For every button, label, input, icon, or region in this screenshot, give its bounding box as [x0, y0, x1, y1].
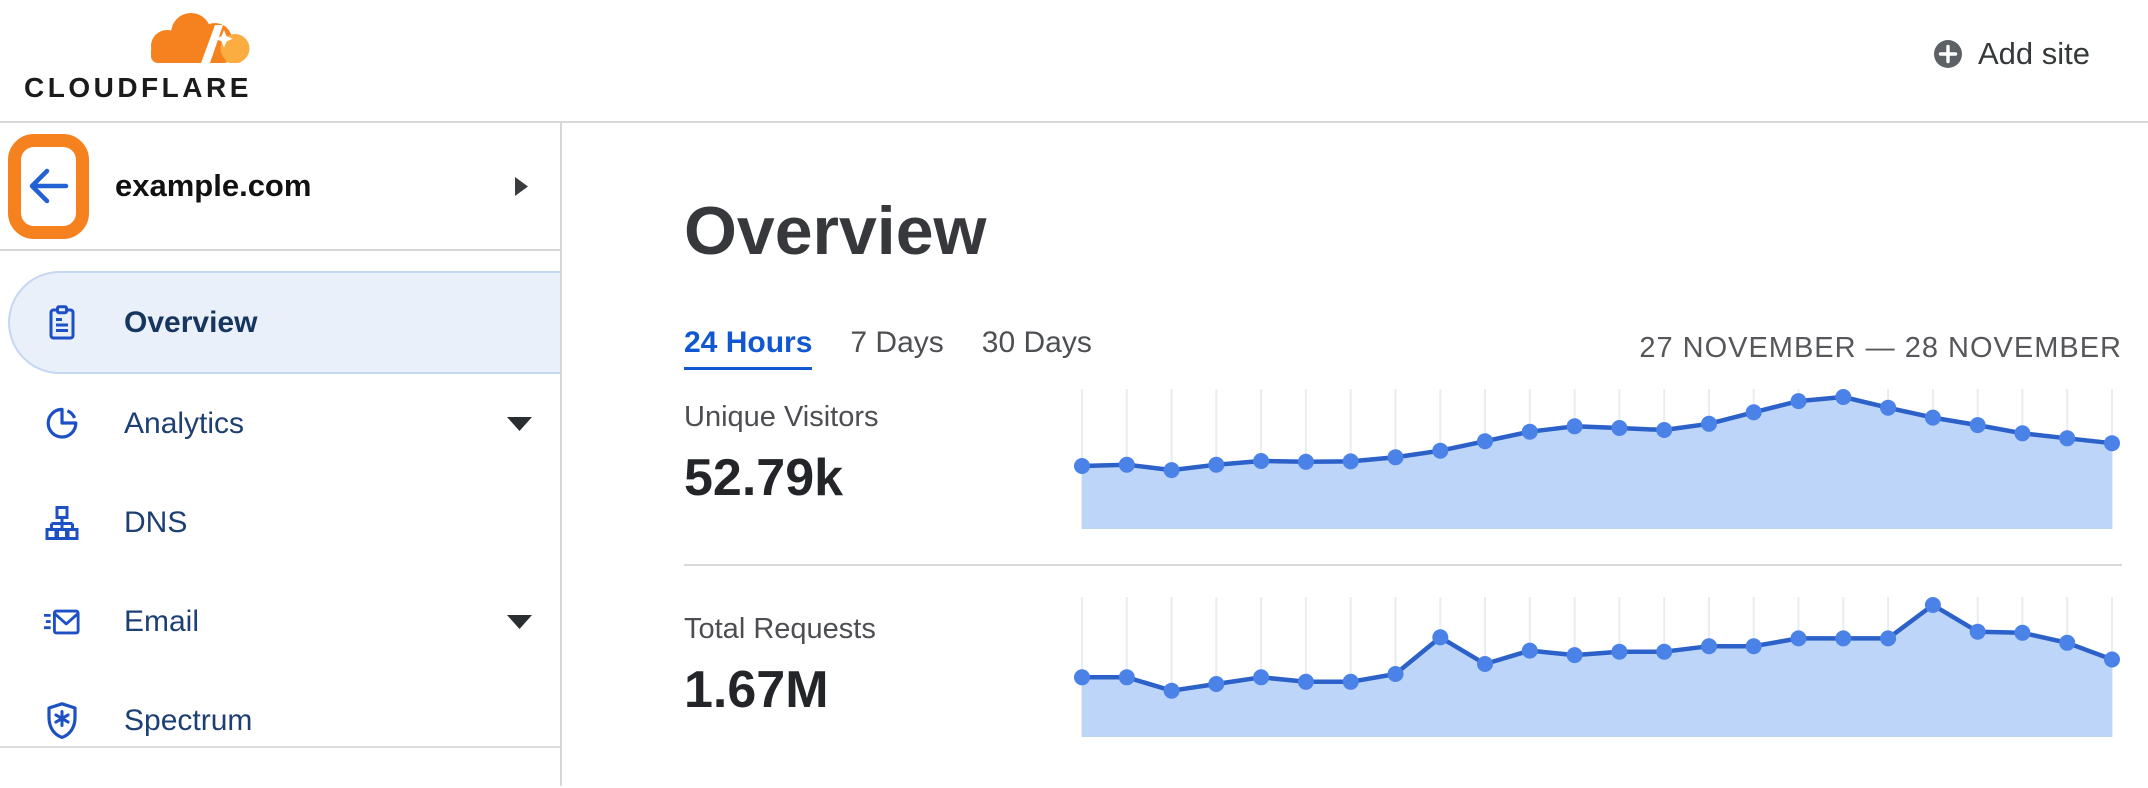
- unique-visitors-row: Unique Visitors 52.79k: [684, 389, 2122, 529]
- site-name: example.com: [115, 168, 312, 203]
- total-requests-info: Total Requests 1.67M: [684, 597, 1072, 720]
- metric-label: Total Requests: [684, 613, 876, 645]
- chevron-down-icon: [507, 614, 532, 629]
- add-site-label: Add site: [1977, 35, 2090, 71]
- metric-label: Unique Visitors: [684, 401, 879, 433]
- metric-value: 1.67M: [684, 661, 829, 719]
- back-button[interactable]: [8, 133, 89, 239]
- unique-visitors-chart[interactable]: [1072, 389, 2122, 529]
- sidebar-item-label: Spectrum: [124, 703, 253, 737]
- add-site-button[interactable]: Add site: [1933, 36, 2090, 72]
- app-header: CLOUDFLARE Add site: [0, 0, 2148, 123]
- sidebar: example.com Overview: [0, 123, 562, 786]
- caret-right-icon: [515, 176, 528, 196]
- chevron-down-icon: [507, 416, 532, 431]
- sidebar-item-spectrum[interactable]: Spectrum: [0, 671, 560, 770]
- pie-chart-icon: [44, 406, 80, 441]
- sidebar-nav: Overview Analytics: [0, 251, 560, 770]
- tab-7-days[interactable]: 7 Days: [850, 326, 944, 359]
- date-range-label: 27 NOVEMBER — 28 NOVEMBER: [1639, 331, 2122, 364]
- sidebar-item-label: Analytics: [124, 406, 245, 440]
- sidebar-item-overview[interactable]: Overview: [8, 271, 560, 374]
- total-requests-row: Total Requests 1.67M: [684, 597, 2122, 737]
- metric-value: 52.79k: [684, 449, 844, 507]
- main-content: Overview 24 Hours 7 Days 30 Days 27 NOVE…: [562, 123, 2148, 786]
- cloudflare-logo[interactable]: CLOUDFLARE: [18, 8, 268, 103]
- sidebar-item-label: DNS: [124, 505, 188, 539]
- sidebar-item-dns[interactable]: DNS: [0, 473, 560, 572]
- cloudflare-cloud-icon: [151, 12, 250, 63]
- unique-visitors-info: Unique Visitors 52.79k: [684, 389, 1072, 508]
- site-selector-row[interactable]: example.com: [0, 123, 560, 251]
- sidebar-item-label: Overview: [124, 305, 258, 339]
- plus-circle-icon: [1933, 39, 1962, 68]
- cloudflare-wordmark: CLOUDFLARE: [24, 71, 252, 103]
- clipboard-icon: [44, 304, 80, 341]
- metrics-divider: [684, 564, 2122, 566]
- sidebar-item-label: Email: [124, 604, 200, 638]
- tab-30-days[interactable]: 30 Days: [981, 326, 1092, 359]
- total-requests-chart[interactable]: [1072, 597, 2122, 737]
- time-range-tabs: 24 Hours 7 Days 30 Days: [684, 326, 1092, 370]
- network-icon: [44, 505, 80, 540]
- sidebar-section-divider: [0, 746, 560, 748]
- email-icon: [44, 608, 80, 636]
- shield-icon: [44, 702, 80, 739]
- page-title: Overview: [684, 193, 987, 269]
- time-range-row: 24 Hours 7 Days 30 Days 27 NOVEMBER — 28…: [684, 326, 2122, 370]
- sidebar-item-analytics[interactable]: Analytics: [0, 374, 560, 473]
- sidebar-item-email[interactable]: Email: [0, 572, 560, 671]
- tab-24-hours[interactable]: 24 Hours: [684, 326, 813, 370]
- arrow-left-icon: [29, 168, 68, 204]
